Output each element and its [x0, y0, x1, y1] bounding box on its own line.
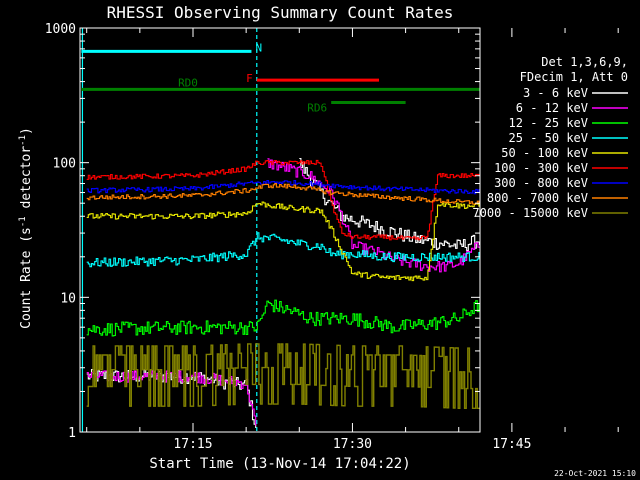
- legend-label: 25 - 50 keV: [509, 131, 588, 145]
- x-tick-label: 17:45: [492, 437, 531, 452]
- y-axis-label-part: Count Rate (s: [19, 227, 34, 329]
- series-line: [267, 158, 480, 273]
- y-axis-label-superscript: -1: [18, 216, 28, 227]
- legend: Det 1,3,6,9, FDecim 1, Att 0 3 - 6 keV6 …: [472, 55, 628, 220]
- flag-label: N: [255, 41, 262, 54]
- series-layer: [81, 28, 480, 432]
- y-axis-label: Count Rate (s-1 detector-1): [18, 127, 34, 329]
- y-axis-label-part: ): [19, 127, 34, 135]
- x-tick-label: 17:30: [333, 437, 372, 452]
- legend-label: 50 - 100 keV: [501, 146, 588, 160]
- legend-header-line: Det 1,3,6,9,: [541, 55, 628, 69]
- series-line: [86, 232, 480, 268]
- series-line: [299, 157, 480, 252]
- x-tick-label: 17:15: [173, 437, 212, 452]
- plot-frame: [79, 27, 481, 433]
- series-line: [86, 159, 480, 241]
- y-axis-label-part: detector: [19, 146, 34, 217]
- series-line: [86, 296, 480, 337]
- generation-timestamp: 22-Oct-2021 15:10: [554, 469, 636, 478]
- y-tick-label: 100: [53, 157, 76, 172]
- y-tick-label: 10: [60, 291, 76, 306]
- legend-label: 300 - 800 keV: [494, 176, 588, 190]
- chart-title: RHESSI Observing Summary Count Rates: [107, 3, 454, 22]
- legend-label: 12 - 25 keV: [509, 116, 588, 130]
- series-line: [86, 343, 480, 409]
- flag-label: RD0: [178, 76, 198, 89]
- x-axis-label: Start Time (13-Nov-14 17:04:22): [149, 456, 410, 472]
- y-tick-label: 1: [68, 426, 76, 441]
- y-axis-label-superscript: -1: [18, 135, 28, 146]
- series-line: [86, 183, 480, 205]
- legend-label: 3 - 6 keV: [523, 86, 588, 100]
- legend-label: 800 - 7000 keV: [487, 191, 588, 205]
- flag-label: RD6: [307, 101, 327, 114]
- plot-area: NSFRD0RD6110100100017:1517:3017:4518:001…: [45, 22, 640, 452]
- series-line: [86, 179, 480, 195]
- legend-header-line: FDecim 1, Att 0: [520, 70, 628, 84]
- y-tick-label: 1000: [45, 22, 76, 37]
- series-line: [86, 201, 480, 282]
- flag-label: F: [246, 72, 253, 85]
- legend-label: 7000 - 15000 keV: [472, 206, 588, 220]
- legend-label: 6 - 12 keV: [516, 101, 588, 115]
- legend-label: 100 - 300 keV: [494, 161, 588, 175]
